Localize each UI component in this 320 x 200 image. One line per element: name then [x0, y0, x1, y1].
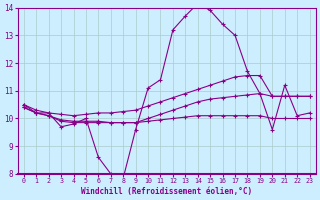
X-axis label: Windchill (Refroidissement éolien,°C): Windchill (Refroidissement éolien,°C) — [81, 187, 252, 196]
